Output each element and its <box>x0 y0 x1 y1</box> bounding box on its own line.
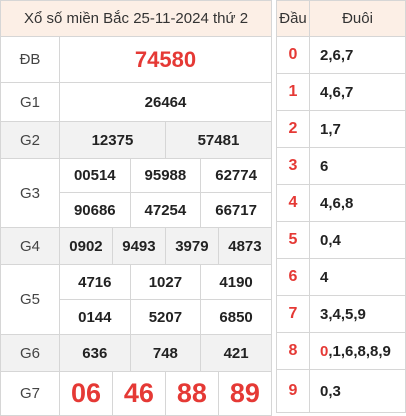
prize-g3-number: 66717 <box>200 192 272 228</box>
loto-tail: 6 <box>309 147 406 185</box>
loto-head: 2 <box>276 110 310 148</box>
prize-label-db: ĐB <box>0 36 60 83</box>
prize-label-g3: G3 <box>0 158 60 228</box>
prize-g1-number: 26464 <box>59 82 272 122</box>
loto-head-label: Đầu <box>276 0 310 37</box>
prize-g4-number: 0902 <box>59 227 113 265</box>
loto-head: 1 <box>276 73 310 111</box>
prize-db-number: 74580 <box>59 36 272 83</box>
loto-head: 5 <box>276 221 310 259</box>
loto-head: 4 <box>276 184 310 222</box>
prize-g6-number: 421 <box>200 334 272 372</box>
loto-head: 7 <box>276 295 310 333</box>
prize-g5-number: 4190 <box>200 264 272 300</box>
prize-g3-number: 47254 <box>129 192 202 228</box>
prize-label-g6: G6 <box>0 334 60 372</box>
prize-g4-number: 9493 <box>111 227 166 265</box>
results-table: Xổ số miền Bắc 25-11-2024 thứ 2 ĐB 74580… <box>0 0 273 416</box>
loto-tail: 4,6,8 <box>309 184 406 222</box>
loto-tail-highlight: 0 <box>320 342 329 360</box>
loto-tail: 4,6,7 <box>309 73 406 111</box>
prize-g3-number: 95988 <box>129 158 202 193</box>
loto-table: Đầu Đuôi 0 2,6,7 1 4,6,7 2 1,7 3 6 4 4,6… <box>276 0 406 413</box>
loto-head: 6 <box>276 258 310 296</box>
loto-tail: 0,4 <box>309 221 406 259</box>
prize-label-g5: G5 <box>0 264 60 335</box>
prize-g5-number: 5207 <box>129 299 202 335</box>
loto-head: 3 <box>276 147 310 185</box>
prize-g6-number: 636 <box>59 334 131 372</box>
prize-g7-number: 89 <box>217 371 273 416</box>
prize-g5-number: 0144 <box>59 299 131 335</box>
loto-head: 9 <box>276 369 310 413</box>
prize-g4-number: 3979 <box>164 227 219 265</box>
prize-label-g1: G1 <box>0 82 60 122</box>
loto-tail: 4 <box>309 258 406 296</box>
prize-label-g4: G4 <box>0 227 60 265</box>
prize-g3-number: 62774 <box>200 158 272 193</box>
loto-tail: 0,3 <box>309 369 406 413</box>
loto-head: 0 <box>276 36 310 74</box>
results-title: Xổ số miền Bắc 25-11-2024 thứ 2 <box>0 0 272 37</box>
prize-g7-number: 46 <box>111 371 166 416</box>
prize-g3-number: 00514 <box>59 158 131 193</box>
prize-label-g7: G7 <box>0 371 60 416</box>
prize-g5-number: 4716 <box>59 264 131 300</box>
loto-tail: 3,4,5,9 <box>309 295 406 333</box>
prize-g2-number: 57481 <box>164 121 273 159</box>
loto-head: 8 <box>276 332 310 370</box>
prize-g7-number: 06 <box>59 371 113 416</box>
prize-g2-number: 12375 <box>59 121 166 159</box>
loto-tail: 1,7 <box>309 110 406 148</box>
prize-g3-number: 90686 <box>59 192 131 228</box>
loto-tail-label: Đuôi <box>309 0 406 37</box>
loto-tail: 0,1,6,8,8,9 <box>309 332 406 370</box>
prize-g7-number: 88 <box>164 371 219 416</box>
prize-g4-number: 4873 <box>217 227 273 265</box>
prize-g5-number: 1027 <box>129 264 202 300</box>
prize-label-g2: G2 <box>0 121 60 159</box>
prize-g6-number: 748 <box>129 334 202 372</box>
prize-g5-number: 6850 <box>200 299 272 335</box>
loto-tail-rest: ,1,6,8,8,9 <box>328 342 391 360</box>
loto-tail: 2,6,7 <box>309 36 406 74</box>
